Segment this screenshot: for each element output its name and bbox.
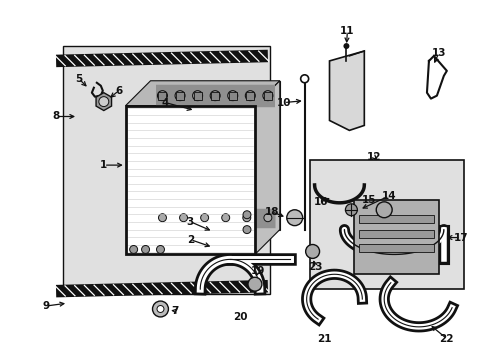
Text: 3: 3 (186, 217, 194, 227)
Bar (176, 92, 183, 100)
Bar (211, 92, 219, 100)
Circle shape (305, 244, 319, 258)
Text: 16: 16 (314, 197, 328, 207)
Text: 18: 18 (264, 207, 279, 217)
Text: 8: 8 (52, 112, 60, 121)
Circle shape (245, 91, 255, 100)
Text: 12: 12 (366, 152, 381, 162)
Polygon shape (254, 81, 279, 255)
Circle shape (243, 214, 250, 222)
Text: 11: 11 (340, 26, 354, 36)
Polygon shape (329, 51, 364, 130)
Text: 5: 5 (75, 74, 82, 84)
Text: 7: 7 (171, 306, 179, 316)
Text: 2: 2 (186, 234, 194, 244)
Text: 20: 20 (232, 312, 247, 322)
Polygon shape (125, 81, 279, 105)
Bar (158, 92, 166, 100)
Bar (125, 105, 254, 255)
Text: 17: 17 (452, 233, 467, 243)
Circle shape (192, 91, 202, 100)
Circle shape (263, 91, 272, 100)
Circle shape (179, 214, 187, 222)
Circle shape (99, 96, 108, 107)
Circle shape (247, 277, 262, 291)
Polygon shape (63, 46, 269, 294)
Bar (246, 92, 254, 100)
Circle shape (343, 43, 349, 49)
Circle shape (157, 306, 163, 312)
Circle shape (152, 301, 168, 317)
Circle shape (156, 246, 164, 253)
Text: 23: 23 (308, 262, 322, 272)
Bar (264, 92, 271, 100)
Circle shape (243, 211, 250, 219)
Text: 4: 4 (162, 98, 169, 108)
Polygon shape (96, 93, 111, 111)
Circle shape (345, 204, 357, 216)
Circle shape (264, 214, 271, 222)
Polygon shape (150, 81, 279, 230)
Text: 14: 14 (381, 191, 396, 201)
Text: 19: 19 (250, 266, 264, 276)
Circle shape (142, 246, 149, 253)
Bar (359, 230, 433, 238)
Bar (354, 200, 438, 274)
Bar (228, 92, 236, 100)
Circle shape (300, 75, 308, 83)
Text: 22: 22 (439, 334, 453, 344)
Text: 9: 9 (42, 301, 50, 311)
Text: 13: 13 (431, 48, 445, 58)
Bar (359, 215, 433, 223)
Text: 1: 1 (100, 160, 107, 170)
Circle shape (243, 226, 250, 234)
Circle shape (158, 214, 166, 222)
Bar (359, 244, 433, 252)
Circle shape (210, 91, 220, 100)
Text: 6: 6 (115, 86, 122, 96)
Text: 21: 21 (317, 334, 331, 344)
Bar (193, 92, 201, 100)
Bar (309, 160, 463, 289)
Circle shape (286, 210, 302, 226)
Circle shape (157, 91, 167, 100)
Circle shape (227, 91, 237, 100)
Text: 15: 15 (361, 195, 376, 205)
Circle shape (221, 214, 229, 222)
Circle shape (129, 246, 137, 253)
Circle shape (175, 91, 184, 100)
Text: 10: 10 (276, 98, 290, 108)
Circle shape (375, 202, 391, 218)
Circle shape (200, 214, 208, 222)
